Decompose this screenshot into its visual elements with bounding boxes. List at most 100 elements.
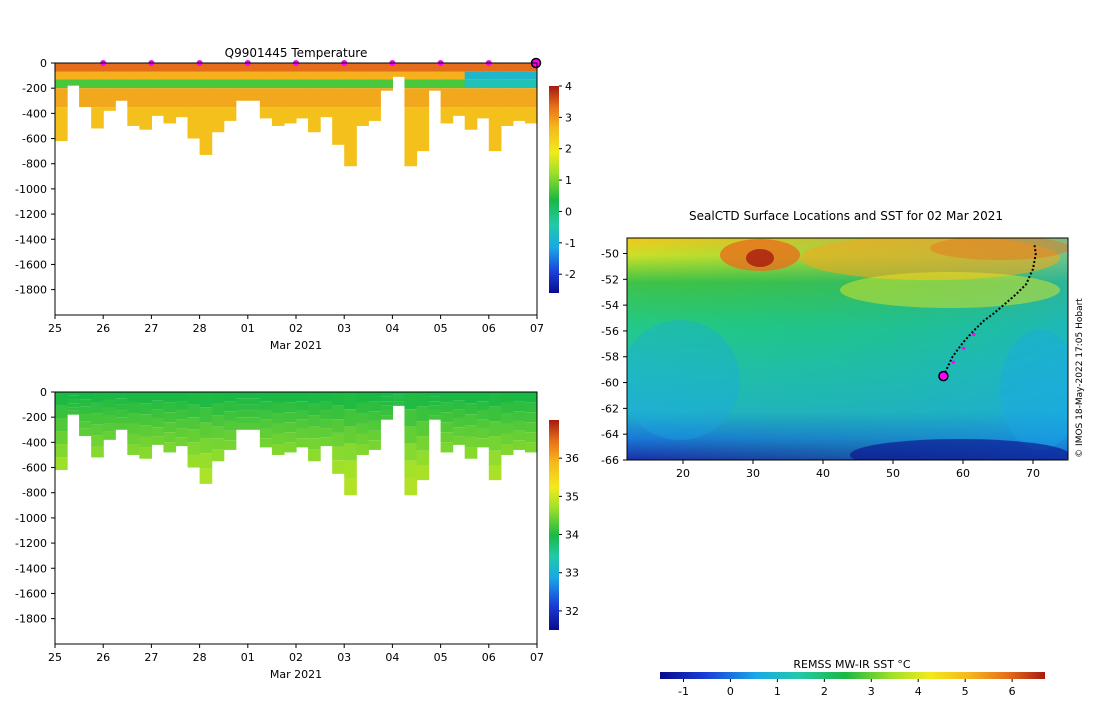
- sst-map-title: SealCTD Surface Locations and SST for 02…: [689, 209, 1003, 223]
- salinity-cell: [127, 392, 140, 403]
- temperature-cell: [296, 79, 309, 89]
- salinity-cell: [163, 402, 177, 413]
- salinity-cell: [428, 396, 442, 402]
- salinity-cell: [259, 438, 273, 448]
- temperature-cell: [103, 88, 116, 108]
- salinity-cell: [428, 410, 442, 416]
- salinity-cell: [175, 428, 189, 438]
- temperature-cell: [332, 79, 345, 89]
- salinity-cell: [55, 444, 68, 458]
- temperature-colorbar-tick-label: -2: [565, 268, 576, 281]
- temperature-cell: [247, 63, 261, 72]
- salinity-cell: [199, 407, 213, 423]
- temperature-cell: [79, 71, 92, 80]
- salinity-ytick-label: -400: [22, 436, 47, 449]
- temperature-cell: [308, 88, 321, 108]
- salinity-cell: [512, 430, 526, 441]
- temperature-colorbar-tick-label: 4: [565, 80, 572, 93]
- salinity-cell: [416, 392, 430, 407]
- temperature-cell: [332, 88, 345, 108]
- salinity-cell: [524, 432, 537, 443]
- temperature-cell: [55, 71, 68, 80]
- temperature-cell: [404, 63, 418, 72]
- temperature-cell: [320, 71, 333, 80]
- temperature-colorbar-tick-label: 1: [565, 174, 572, 187]
- temperature-cell: [115, 88, 128, 101]
- seal-track: [938, 244, 1037, 382]
- temperature-cell: [416, 63, 430, 72]
- salinity-cell: [332, 446, 345, 461]
- temperature-cell: [127, 88, 140, 108]
- temperature-cell: [488, 71, 502, 80]
- temperature-xtick-label: 04: [385, 322, 399, 335]
- sst-colorbar: [660, 672, 1045, 679]
- salinity-cell: [308, 438, 321, 450]
- temperature-cell: [235, 71, 249, 80]
- salinity-cell: [235, 410, 249, 418]
- salinity-cell: [488, 465, 502, 481]
- temperature-cell: [320, 107, 333, 118]
- salinity-colorbar-tick-label: 33: [565, 567, 579, 580]
- salinity-cell: [524, 442, 537, 453]
- temperature-cell: [115, 71, 128, 80]
- salinity-cell: [476, 438, 490, 448]
- salinity-cell: [296, 428, 309, 439]
- temperature-cell: [199, 107, 213, 155]
- salinity-ytick-label: -1600: [15, 587, 47, 600]
- salinity-cell: [404, 409, 418, 427]
- salinity-colorbar-tick-label: 36: [565, 452, 579, 465]
- temperature-xtick-label: 27: [144, 322, 158, 335]
- salinity-cell: [151, 392, 165, 401]
- sst-cool-patch-east: [1000, 330, 1068, 450]
- temperature-cell: [368, 63, 381, 72]
- salinity-colorbar-tick-label: 34: [565, 529, 579, 542]
- temperature-cell: [476, 63, 490, 72]
- salinity-cell: [151, 409, 165, 419]
- salinity-cell: [512, 401, 526, 412]
- salinity-cell: [512, 420, 526, 431]
- temperature-cell: [199, 63, 213, 72]
- sst-colorbar-tick-label: 5: [962, 685, 969, 698]
- salinity-cell: [283, 402, 297, 413]
- temperature-cell: [259, 71, 273, 80]
- salinity-cell: [199, 453, 213, 469]
- salinity-cell: [392, 392, 406, 395]
- sst-colorbar-tick-label: -1: [678, 685, 689, 698]
- salinity-cell: [199, 392, 213, 408]
- temperature-ytick-label: -800: [22, 158, 47, 171]
- temperature-cell: [259, 63, 273, 72]
- salinity-cell: [115, 410, 128, 418]
- temperature-cell: [259, 107, 273, 119]
- salinity-ytick-label: -1200: [15, 537, 47, 550]
- temperature-cell: [223, 71, 237, 80]
- salinity-cell: [500, 392, 514, 403]
- temperature-xtick-label: 05: [434, 322, 448, 335]
- temperature-colorbar: [549, 86, 559, 293]
- salinity-xtick-label: 06: [482, 651, 496, 664]
- temperature-cell: [392, 71, 406, 77]
- temperature-cell: [271, 88, 285, 108]
- temperature-cell: [440, 88, 454, 108]
- salinity-cell: [500, 433, 514, 445]
- salinity-cell: [283, 422, 297, 433]
- salinity-cell: [127, 444, 140, 455]
- salinity-cell: [259, 419, 273, 429]
- temperature-cell: [452, 79, 466, 89]
- temperature-cell: [464, 79, 478, 89]
- sst-colorbar-ticks: -1 0 1 2 3 4 5 6: [678, 679, 1016, 698]
- salinity-cell: [488, 392, 502, 407]
- temperature-cell: [356, 79, 369, 89]
- salinity-cell: [55, 418, 68, 432]
- salinity-cell: [79, 406, 92, 415]
- salinity-cell: [296, 438, 309, 448]
- temperature-cell: [211, 63, 225, 72]
- salinity-cell: [151, 418, 165, 428]
- temperature-cell: [488, 88, 502, 108]
- temperature-cell: [320, 79, 333, 89]
- temperature-cell: [91, 63, 104, 72]
- temperature-cell: [440, 71, 454, 80]
- salinity-cell: [199, 437, 213, 454]
- salinity-ytick-label: -800: [22, 487, 47, 500]
- temperature-cell: [368, 71, 381, 80]
- salinity-cell: [271, 392, 285, 403]
